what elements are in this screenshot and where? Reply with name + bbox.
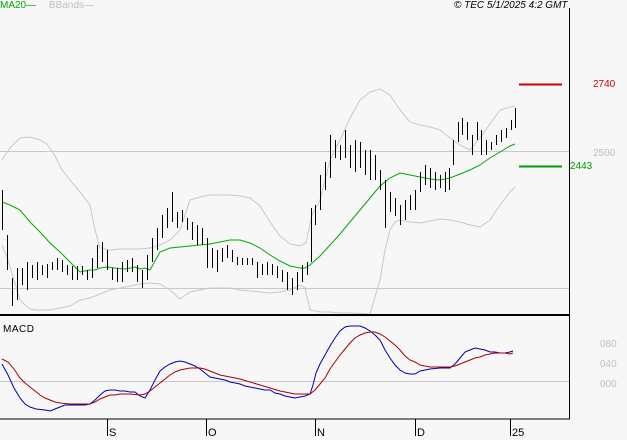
chart-legend: MA20— BBands— [0,0,94,12]
x-label-nov: N [317,427,325,439]
price-axis-label-2500: 2500 [593,148,616,159]
x-label-sep: S [109,427,117,439]
macd-title: MACD [3,324,35,335]
legend-ma20: MA20— [0,0,37,11]
price-bars [2,108,516,306]
x-label-2025: 25 [512,427,525,439]
macd-axis-label-000: 000 [600,379,617,390]
x-label-dec: D [417,427,425,439]
resistance-label: 2740 [593,79,616,90]
macd-signal-line [1,331,514,405]
ma20-line [1,143,516,273]
bbands-upper [1,88,516,251]
support-label: 2443 [570,161,593,172]
bbands-lower [1,186,516,315]
x-label-oct: O [208,427,217,439]
macd-axis-label-080: 080 [600,339,617,350]
legend-bbands: BBands— [48,0,94,11]
copyright-timestamp: © TEC 5/1/2025 4:2 GMT [454,0,568,11]
macd-line [1,325,514,412]
macd-axis-label-040: 040 [600,359,617,370]
